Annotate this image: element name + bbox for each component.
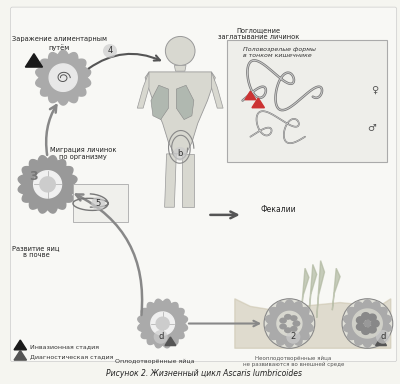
Polygon shape: [25, 54, 42, 67]
Polygon shape: [245, 91, 256, 100]
Text: Инвазионная стадия: Инвазионная стадия: [30, 344, 99, 349]
Circle shape: [264, 299, 315, 348]
Text: 2: 2: [291, 333, 296, 341]
Circle shape: [103, 44, 117, 58]
Polygon shape: [364, 321, 370, 326]
Polygon shape: [293, 321, 300, 326]
Text: Рисунок 2. Жизненный цикл Ascaris lumbricoides: Рисунок 2. Жизненный цикл Ascaris lumbri…: [106, 369, 302, 377]
Polygon shape: [332, 268, 340, 310]
Polygon shape: [138, 299, 188, 348]
Polygon shape: [376, 337, 386, 346]
Polygon shape: [212, 72, 223, 108]
Polygon shape: [280, 318, 286, 323]
Text: Половозрелые формы
в тонком кишечнике: Половозрелые формы в тонком кишечнике: [243, 47, 316, 58]
Polygon shape: [40, 177, 55, 192]
Polygon shape: [368, 314, 376, 321]
Polygon shape: [344, 300, 391, 347]
Polygon shape: [293, 321, 300, 326]
Circle shape: [286, 330, 300, 344]
Text: Поглощение
заглатывание личинок: Поглощение заглатывание личинок: [218, 27, 299, 40]
Polygon shape: [36, 50, 91, 105]
Polygon shape: [49, 64, 77, 91]
FancyBboxPatch shape: [73, 184, 128, 222]
Polygon shape: [280, 324, 286, 329]
Polygon shape: [285, 314, 291, 319]
Polygon shape: [252, 98, 264, 108]
Polygon shape: [235, 299, 391, 348]
Polygon shape: [362, 313, 370, 319]
Polygon shape: [14, 350, 26, 360]
Circle shape: [173, 147, 187, 161]
Circle shape: [91, 197, 105, 210]
Circle shape: [342, 299, 393, 348]
Polygon shape: [301, 268, 309, 314]
Polygon shape: [356, 317, 364, 324]
Text: Оплодотворённые яйца: Оплодотворённые яйца: [115, 359, 194, 364]
Polygon shape: [182, 154, 194, 207]
Polygon shape: [352, 309, 382, 338]
Polygon shape: [277, 311, 302, 336]
Text: Неоплодотворённые яйца
не развиваются во внешней среде: Неоплодотворённые яйца не развиваются во…: [243, 356, 344, 367]
Polygon shape: [18, 156, 77, 213]
Circle shape: [154, 330, 168, 344]
Polygon shape: [356, 323, 364, 330]
Polygon shape: [151, 312, 174, 335]
Polygon shape: [285, 328, 291, 333]
Text: b: b: [178, 149, 183, 158]
Polygon shape: [291, 316, 297, 320]
Circle shape: [376, 330, 390, 344]
Polygon shape: [176, 85, 194, 119]
Text: 3: 3: [29, 170, 38, 183]
Polygon shape: [174, 65, 186, 71]
Polygon shape: [165, 337, 176, 346]
Text: ♂: ♂: [368, 123, 376, 133]
Polygon shape: [371, 320, 379, 327]
Circle shape: [165, 36, 195, 65]
Polygon shape: [151, 85, 168, 119]
Text: ♀: ♀: [371, 85, 378, 95]
Text: d: d: [380, 333, 386, 341]
Polygon shape: [145, 72, 215, 154]
Text: Развитие яиц
в почве: Развитие яиц в почве: [12, 245, 60, 258]
Polygon shape: [309, 265, 317, 314]
Text: d: d: [158, 333, 163, 341]
Polygon shape: [156, 317, 169, 330]
Text: 4: 4: [107, 46, 113, 55]
Text: Фекалии: Фекалии: [260, 205, 296, 214]
Polygon shape: [291, 327, 297, 331]
Polygon shape: [266, 300, 313, 347]
Polygon shape: [164, 154, 176, 207]
Polygon shape: [317, 261, 324, 318]
FancyBboxPatch shape: [10, 7, 397, 362]
Polygon shape: [34, 171, 62, 198]
Polygon shape: [14, 340, 26, 350]
Text: Миграция личинок
по организму: Миграция личинок по организму: [50, 147, 116, 161]
Polygon shape: [362, 328, 370, 334]
FancyBboxPatch shape: [227, 40, 387, 162]
Polygon shape: [137, 72, 149, 108]
Text: 5: 5: [96, 199, 101, 208]
Text: Диагностическая стадия: Диагностическая стадия: [30, 354, 114, 359]
Text: Заражение алиментарным
путём: Заражение алиментарным путём: [12, 36, 107, 51]
Polygon shape: [368, 326, 376, 333]
